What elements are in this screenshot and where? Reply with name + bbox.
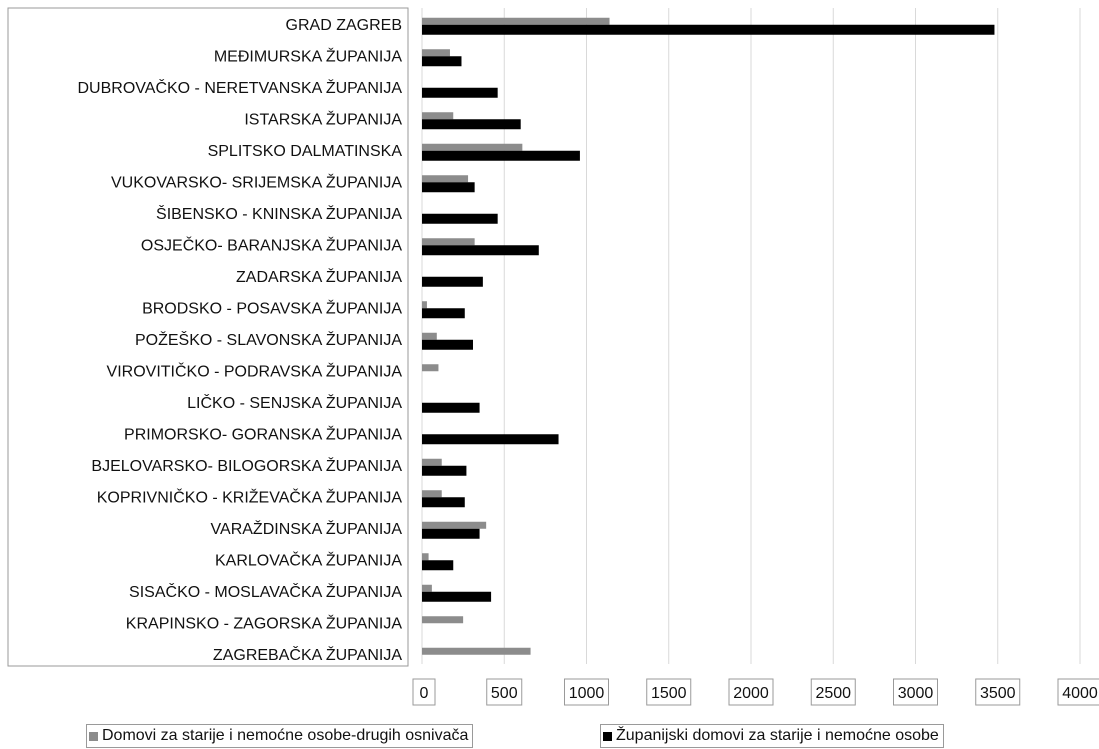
bar-series-2: [422, 497, 465, 508]
bar-series-1: [422, 458, 442, 466]
bar-series-1: [422, 17, 610, 25]
bar-series-1: [422, 301, 427, 309]
bar-series-2: [422, 402, 480, 413]
x-tick-label: 0: [420, 685, 429, 702]
bar-series-1: [422, 238, 475, 246]
x-tick-box: [564, 678, 609, 706]
x-tick-box: [646, 678, 692, 706]
x-tick-label: 2000: [733, 685, 769, 702]
bar-series-1: [422, 49, 450, 57]
category-label: LIČKO - SENJSKA ŽUPANIJA: [187, 393, 402, 412]
bar-series-2: [422, 465, 467, 476]
bar-series-2: [422, 182, 475, 193]
bar-series-2: [422, 560, 454, 571]
bar-series-1: [422, 490, 442, 498]
category-label: KRAPINSKO - ZAGORSKA ŽUPANIJA: [126, 613, 403, 632]
legend-label-series-2: Županijski domovi za starije i nemoćne o…: [616, 727, 939, 744]
category-label: KOPRIVNIČKO - KRIŽEVAČKA ŽUPANIJA: [97, 487, 403, 506]
x-tick-box: [975, 678, 1021, 706]
bar-series-2: [422, 245, 539, 256]
bar-series-1: [422, 584, 432, 592]
bar-series-2: [422, 150, 580, 161]
category-label: MEĐIMURSKA ŽUPANIJA: [214, 46, 403, 65]
bar-series-2: [422, 308, 465, 319]
bar-series-1: [422, 332, 437, 340]
legend-item-series-1: Domovi za starije i nemoćne osobe-drugih…: [86, 724, 474, 748]
x-tick-box: [1057, 678, 1099, 706]
x-tick-box: [893, 678, 938, 706]
bar-series-1: [422, 521, 487, 529]
legend-swatch-series-2: [603, 731, 612, 741]
legend-label-series-1: Domovi za starije i nemoćne osobe-drugih…: [102, 727, 469, 744]
bar-series-2: [422, 276, 483, 287]
x-tick-label: 2500: [815, 685, 851, 702]
category-label: VIROVITIČKO - PODRAVSKA ŽUPANIJA: [107, 361, 403, 380]
category-label: KARLOVAČKA ŽUPANIJA: [215, 550, 402, 569]
category-axis-frame: [7, 7, 409, 667]
category-label: VARAŽDINSKA ŽUPANIJA: [211, 519, 403, 538]
bar-series-2: [422, 339, 473, 350]
category-label: ŠIBENSKO - KNINSKA ŽUPANIJA: [156, 204, 402, 223]
bar-series-1: [422, 112, 454, 120]
bar-series-1: [422, 647, 531, 655]
bar-chart: GRAD ZAGREB MEĐIMURSKA ŽUPANIJA DUBROVAČKO…: [7, 7, 1099, 706]
x-tick-label: 1000: [569, 685, 605, 702]
legend-item-series-2: Županijski domovi za starije i nemoćne o…: [600, 724, 944, 748]
category-label: POŽEŠKO - SLAVONSKA ŽUPANIJA: [135, 330, 402, 349]
gridlines: [421, 8, 1081, 664]
bar-series-2: [422, 528, 480, 539]
bar-series-1: [422, 553, 429, 561]
category-label: BRODSKO - POSAVSKA ŽUPANIJA: [142, 298, 402, 317]
x-tick-box: [486, 678, 523, 706]
bars: [422, 17, 995, 655]
x-tick-label: 3000: [898, 685, 934, 702]
bar-series-1: [422, 175, 469, 183]
bar-series-1: [422, 364, 439, 372]
category-label: VUKOVARSKO- SRIJEMSKA ŽUPANIJA: [111, 172, 402, 191]
x-tick-labels: 0 500 1000 1500 2000 2500 3000 3500 4000: [412, 678, 1099, 706]
x-tick-label: 500: [491, 685, 518, 702]
x-tick-label: 4000: [1062, 685, 1098, 702]
x-tick-box: [412, 678, 436, 706]
x-tick-box: [810, 678, 856, 706]
category-label: GRAD ZAGREB: [286, 17, 402, 34]
bar-series-2: [422, 119, 521, 130]
bar-series-2: [422, 24, 995, 35]
bar-series-1: [422, 616, 464, 624]
category-label: SISAČKO - MOSLAVAČKA ŽUPANIJA: [129, 582, 402, 601]
category-label: DUBROVAČKO - NERETVANSKA ŽUPANIJA: [78, 78, 403, 97]
x-tick-label: 3500: [980, 685, 1016, 702]
category-label: SPLITSKO DALMATINSKA: [208, 143, 403, 160]
category-label: ZADARSKA ŽUPANIJA: [236, 267, 402, 286]
category-label: PRIMORSKO- GORANSKA ŽUPANIJA: [124, 424, 402, 443]
category-label: ZAGREBAČKA ŽUPANIJA: [213, 645, 402, 664]
bar-series-2: [422, 213, 498, 224]
legend: Domovi za starije i nemoćne osobe-drugih…: [0, 724, 1099, 748]
bar-series-2: [422, 87, 498, 98]
category-label: OSJEČKO- BARANJSKA ŽUPANIJA: [141, 235, 402, 254]
bar-series-2: [422, 591, 492, 602]
category-label: ISTARSKA ŽUPANIJA: [244, 109, 402, 128]
x-tick-label: 1500: [651, 685, 687, 702]
bar-series-2: [422, 434, 559, 445]
x-tick-box: [728, 678, 774, 706]
category-labels: GRAD ZAGREB MEĐIMURSKA ŽUPANIJA DUBROVAČKO…: [78, 17, 403, 664]
legend-swatch-series-1: [89, 731, 98, 741]
bar-series-1: [422, 143, 523, 151]
category-label: BJELOVARSKO- BILOGORSKA ŽUPANIJA: [91, 456, 402, 475]
bar-series-2: [422, 56, 462, 67]
